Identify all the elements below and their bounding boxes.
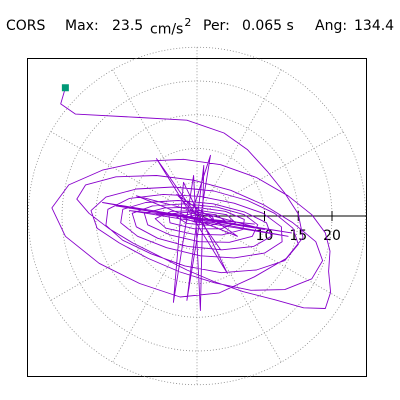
station-code: CORS — [6, 18, 46, 34]
ang-value: 134.4 — [354, 18, 395, 34]
marker-layer — [61, 84, 69, 92]
max-unit-exponent: 2 — [184, 16, 192, 29]
per-label: Per: — [203, 18, 230, 34]
max-value: 23.5 — [112, 18, 144, 34]
orbit-layer — [51, 87, 332, 311]
ang-label: Ang: — [315, 18, 348, 34]
header-readout: CORS Max: 23.5 cm/s2 Per: 0.065 s Ang: 1… — [6, 10, 400, 40]
start-marker — [61, 84, 69, 92]
orbit-trace — [51, 87, 332, 311]
max-unit-text: cm/s — [150, 21, 184, 38]
per-value: 0.065 s — [242, 18, 294, 34]
max-label: Max: — [65, 18, 99, 34]
x-tick-label: 15 — [289, 228, 307, 244]
plot-frame — [27, 58, 367, 377]
max-unit: cm/s2 — [150, 16, 192, 38]
